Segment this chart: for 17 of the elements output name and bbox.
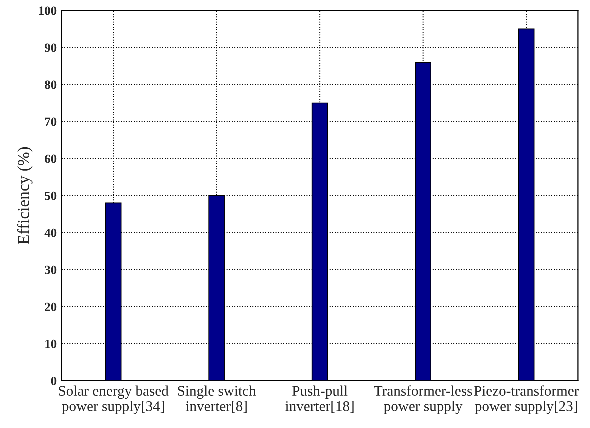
y-tick-label: 20	[45, 302, 57, 312]
y-tick-label: 70	[45, 118, 57, 126]
x-tick-label: Push-pull inverter[18]	[286, 386, 354, 414]
y-tick-label: 60	[45, 154, 57, 164]
y-tick-label: 90	[44, 44, 57, 52]
y-tick-label: 10	[46, 340, 57, 348]
y-tick-label: 80	[45, 80, 57, 90]
y-tick-label: 100	[39, 6, 57, 16]
y-tick-label: 0	[51, 376, 57, 386]
x-tick-label: Solar energy based power supply[34]	[59, 386, 169, 414]
y-tick-label: 30	[45, 266, 57, 274]
x-tick-label: Single switch inverter[8]	[178, 386, 256, 414]
x-tick-label: Piezo-transformer power supply[23]	[474, 386, 580, 414]
x-tick-label: Transformer-less power supply	[374, 386, 472, 414]
y-axis-title: Efficiency (%)	[17, 147, 33, 244]
y-tick-label: 50	[45, 192, 57, 200]
y-tick-label: 40	[44, 228, 57, 238]
